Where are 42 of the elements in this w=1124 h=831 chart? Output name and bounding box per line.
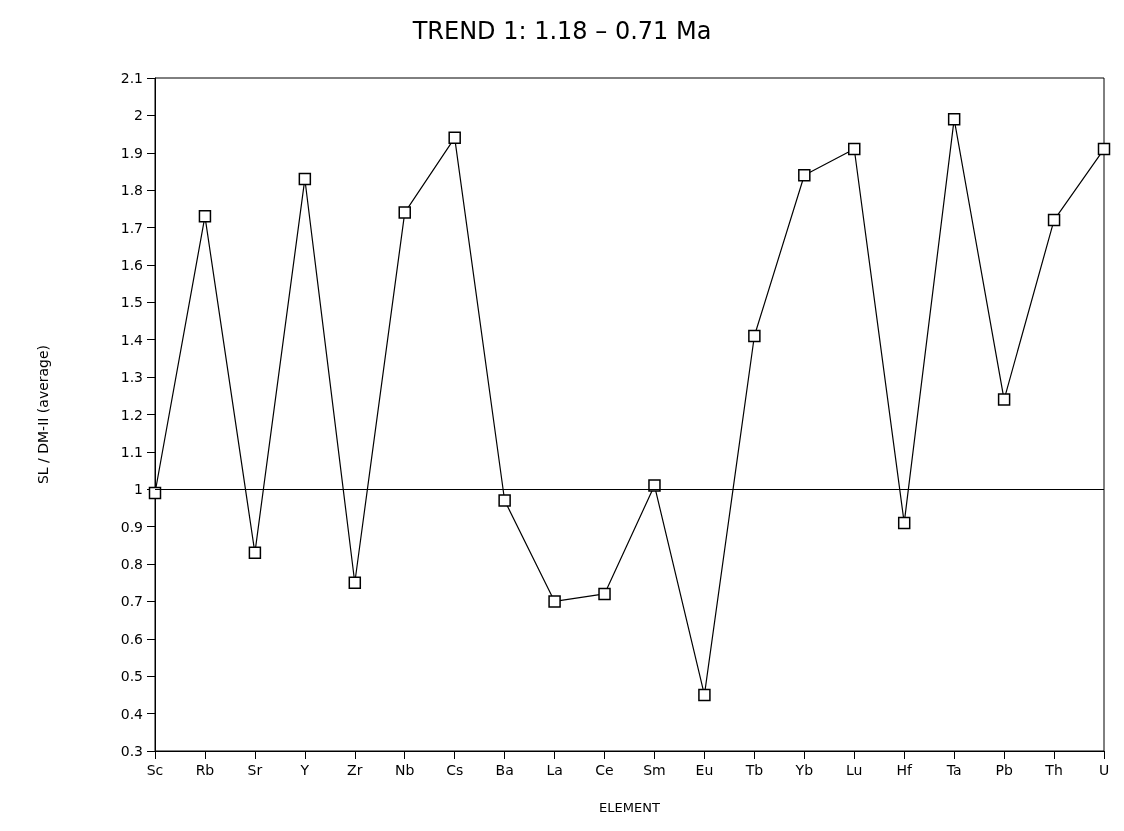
x-tick-label: Eu bbox=[695, 762, 714, 778]
y-tick-label: 0.4 bbox=[120, 705, 144, 722]
x-tick-label: Th bbox=[1044, 762, 1063, 778]
x-tick-label: Ce bbox=[595, 762, 614, 778]
y-tick-label: 0.8 bbox=[120, 556, 143, 573]
x-tick-label: Sc bbox=[146, 762, 164, 778]
y-tick-label: 2 bbox=[134, 107, 143, 124]
y-tick-label: 0.3 bbox=[120, 743, 143, 759]
x-tick-label: Cs bbox=[446, 762, 464, 778]
y-tick-label: 1.1 bbox=[120, 443, 143, 460]
x-tick-label: Zr bbox=[347, 762, 363, 778]
x-tick-label: Ba bbox=[495, 762, 514, 778]
chart-title: TREND 1: 1.18 – 0.71 Ma bbox=[411, 17, 712, 45]
x-tick-label: Sm bbox=[643, 762, 666, 778]
y-tick-label: 0.6 bbox=[120, 630, 144, 647]
x-tick-label: Lu bbox=[846, 762, 863, 778]
x-tick-label: Y bbox=[299, 762, 310, 778]
y-tick-label: 0.9 bbox=[120, 518, 143, 535]
x-tick-label: U bbox=[1098, 762, 1110, 778]
y-tick-label: 1.8 bbox=[120, 182, 143, 199]
y-tick-label: 1.9 bbox=[120, 144, 143, 161]
y-tick-label: 0.7 bbox=[120, 593, 143, 610]
y-tick-label: 2.1 bbox=[120, 70, 143, 86]
y-axis-title: SL / DM-II (average) bbox=[35, 344, 51, 485]
y-tick-label: 1.2 bbox=[120, 406, 143, 423]
y-tick-label: 0.5 bbox=[120, 668, 143, 685]
x-tick-label: Rb bbox=[195, 762, 215, 778]
y-tick-label: 1.3 bbox=[120, 369, 143, 386]
y-tick-label: 1.7 bbox=[120, 219, 143, 236]
y-tick-label: 1.4 bbox=[120, 331, 144, 348]
x-tick-label: Nb bbox=[395, 762, 415, 778]
x-tick-label: Yb bbox=[794, 762, 814, 778]
y-tick-label: 1 bbox=[134, 481, 143, 498]
x-tick-label: Hf bbox=[896, 762, 913, 778]
x-tick-label: La bbox=[546, 762, 563, 778]
y-tick-label: 1.6 bbox=[120, 256, 144, 273]
x-axis-title: ELEMENT bbox=[599, 800, 660, 815]
x-tick-label: Tb bbox=[744, 762, 764, 778]
y-tick-label: 1.5 bbox=[120, 294, 143, 311]
x-tick-label: Ta bbox=[945, 762, 962, 778]
x-tick-label: Pb bbox=[995, 762, 1013, 778]
x-tick-label: Sr bbox=[247, 762, 263, 778]
